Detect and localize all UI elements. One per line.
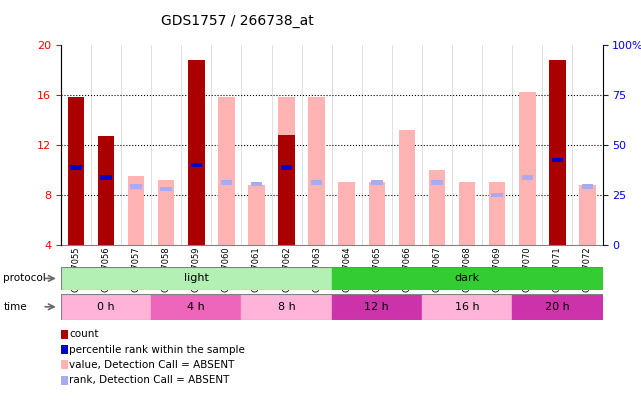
Bar xyxy=(371,181,383,185)
Bar xyxy=(190,163,202,167)
Bar xyxy=(581,184,594,189)
Bar xyxy=(429,170,445,245)
Text: count: count xyxy=(69,329,99,339)
Text: 12 h: 12 h xyxy=(365,302,389,312)
Bar xyxy=(61,294,151,320)
Bar xyxy=(278,135,295,245)
Text: light: light xyxy=(184,273,209,283)
Bar xyxy=(459,182,476,245)
Bar xyxy=(221,181,232,185)
Bar xyxy=(100,175,112,180)
Text: time: time xyxy=(3,302,27,312)
Bar xyxy=(332,267,603,290)
Bar xyxy=(489,182,506,245)
Text: 8 h: 8 h xyxy=(278,302,296,312)
Bar xyxy=(522,175,533,180)
Bar xyxy=(248,185,265,245)
Bar xyxy=(188,60,204,245)
Text: rank, Detection Call = ABSENT: rank, Detection Call = ABSENT xyxy=(69,375,229,385)
Text: dark: dark xyxy=(454,273,479,283)
Bar xyxy=(422,294,512,320)
Text: protocol: protocol xyxy=(3,273,46,283)
Bar xyxy=(369,182,385,245)
Bar xyxy=(281,166,292,170)
Bar xyxy=(512,294,603,320)
Bar xyxy=(61,267,332,290)
Bar xyxy=(492,193,503,197)
Bar xyxy=(549,60,565,245)
Bar xyxy=(281,175,292,180)
Bar xyxy=(70,166,82,170)
Bar xyxy=(68,97,84,245)
Bar xyxy=(311,181,322,185)
Text: 16 h: 16 h xyxy=(455,302,479,312)
Text: 20 h: 20 h xyxy=(545,302,570,312)
Bar xyxy=(278,97,295,245)
Bar xyxy=(98,136,114,245)
Bar xyxy=(251,182,262,186)
Text: percentile rank within the sample: percentile rank within the sample xyxy=(69,345,245,354)
Bar xyxy=(151,294,242,320)
Bar xyxy=(519,92,536,245)
Bar xyxy=(549,97,565,245)
Text: value, Detection Call = ABSENT: value, Detection Call = ABSENT xyxy=(69,360,235,370)
Bar xyxy=(242,294,332,320)
Bar xyxy=(431,181,443,185)
Bar xyxy=(579,185,595,245)
Bar xyxy=(218,97,235,245)
Bar xyxy=(130,184,142,189)
Bar xyxy=(128,176,144,245)
Bar xyxy=(399,130,415,245)
Bar xyxy=(158,180,174,245)
Bar xyxy=(188,97,204,245)
Bar xyxy=(332,294,422,320)
Bar xyxy=(308,97,325,245)
Text: 4 h: 4 h xyxy=(187,302,205,312)
Text: 0 h: 0 h xyxy=(97,302,115,312)
Bar xyxy=(190,163,202,167)
Bar xyxy=(160,187,172,191)
Bar xyxy=(338,182,355,245)
Bar xyxy=(552,158,563,162)
Text: GDS1757 / 266738_at: GDS1757 / 266738_at xyxy=(161,14,313,28)
